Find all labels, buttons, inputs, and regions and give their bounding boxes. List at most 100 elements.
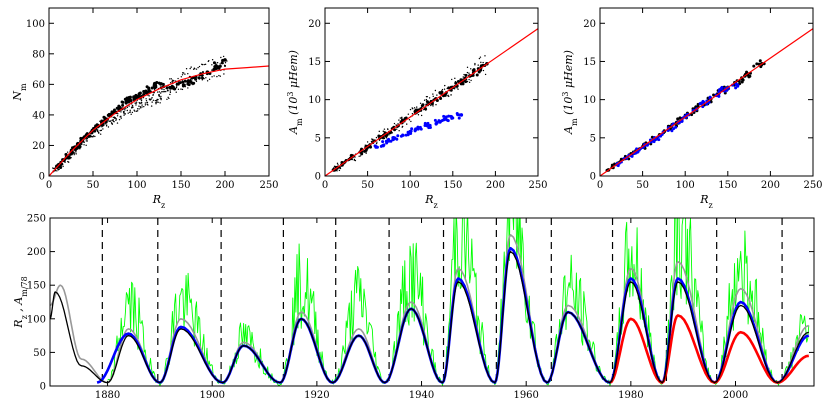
y-axis-label: Nm bbox=[11, 83, 28, 102]
scatter-point bbox=[131, 111, 134, 114]
scatter-point bbox=[475, 73, 479, 77]
axis-label-part: (10 bbox=[562, 97, 575, 119]
scatter-point bbox=[224, 65, 226, 68]
y-tick-label: 150 bbox=[27, 281, 46, 292]
scatter-point bbox=[423, 107, 427, 111]
scatter-point bbox=[144, 90, 148, 94]
x-tick-label: 1920 bbox=[304, 390, 329, 401]
y-tick-label: 100 bbox=[27, 314, 46, 325]
scatter-point bbox=[204, 63, 207, 66]
scatter-point bbox=[382, 130, 384, 132]
scatter-point bbox=[136, 108, 139, 110]
scatter-point bbox=[144, 102, 147, 104]
scatter-point bbox=[396, 128, 398, 130]
scatter-point bbox=[193, 67, 196, 70]
scatter-point bbox=[690, 113, 694, 117]
scatter-point bbox=[116, 122, 119, 124]
scatter-point bbox=[125, 107, 127, 109]
scatter-point bbox=[148, 95, 150, 97]
scatter-point bbox=[468, 78, 470, 81]
scatter-point bbox=[91, 135, 93, 138]
y-tick-label: 100 bbox=[26, 19, 45, 30]
plot-frame bbox=[599, 7, 814, 177]
y-tick-label: 5 bbox=[315, 133, 321, 144]
scatter-point bbox=[393, 122, 396, 125]
scatter-point bbox=[447, 94, 449, 97]
scatter-point bbox=[416, 125, 420, 129]
axis-label-part: R bbox=[424, 193, 433, 206]
scatter-point bbox=[175, 86, 178, 89]
scatter-point bbox=[471, 68, 475, 72]
scatter-point bbox=[474, 64, 476, 66]
scatter-point bbox=[99, 129, 101, 132]
x-axis-label: Rz bbox=[152, 193, 166, 210]
x-tick-label: 250 bbox=[528, 180, 547, 191]
scatter-point bbox=[430, 102, 434, 106]
scatter-point bbox=[139, 106, 142, 108]
scatter-point bbox=[128, 105, 130, 107]
scatter-point bbox=[200, 76, 204, 80]
scatter-point bbox=[150, 86, 154, 90]
scatter-point bbox=[185, 68, 188, 70]
scatter-point bbox=[425, 123, 430, 128]
axis-label-part: 3 bbox=[561, 92, 570, 97]
scatter-point bbox=[195, 80, 198, 83]
scatter-point bbox=[218, 74, 220, 77]
scatter-point bbox=[112, 108, 116, 112]
scatter-point bbox=[181, 74, 184, 76]
scatter-point bbox=[156, 91, 159, 93]
scatter-point bbox=[130, 113, 132, 116]
scatter-point bbox=[389, 139, 393, 143]
scatter-point bbox=[409, 108, 412, 111]
scatter-point bbox=[206, 80, 209, 82]
scatter-point bbox=[145, 98, 147, 100]
scatter-point bbox=[477, 64, 479, 66]
scatter-point bbox=[145, 100, 148, 102]
scatter-point bbox=[401, 126, 403, 128]
scatter-point bbox=[398, 119, 400, 121]
scatter-point bbox=[154, 99, 157, 102]
scatter-point bbox=[67, 160, 69, 163]
scatter-point bbox=[457, 116, 461, 120]
scatter-point bbox=[175, 82, 179, 86]
axis-label-part: z bbox=[161, 201, 165, 210]
axis-label-part: (10 bbox=[287, 97, 300, 119]
scatter-point bbox=[110, 120, 112, 122]
scatter-point bbox=[366, 141, 369, 143]
y-tick-label: 10 bbox=[308, 95, 321, 106]
y-tick-label: 0 bbox=[40, 382, 46, 393]
scatter-point bbox=[423, 121, 427, 125]
scatter-point bbox=[414, 128, 418, 132]
scatter-point bbox=[166, 98, 168, 101]
y-tick-label: 40 bbox=[32, 110, 45, 121]
scatter-point bbox=[88, 134, 92, 138]
scatter-point bbox=[363, 146, 366, 148]
scatter-point bbox=[56, 170, 58, 172]
scatter-point bbox=[454, 77, 456, 80]
scatter-point bbox=[381, 144, 385, 148]
scatter-point bbox=[444, 84, 446, 87]
scatter-point bbox=[412, 108, 414, 110]
scatter-point bbox=[146, 101, 149, 104]
scatter-point bbox=[432, 105, 434, 107]
y-tick-label: 200 bbox=[27, 247, 46, 258]
scatter-point bbox=[446, 119, 450, 123]
scatter-point bbox=[177, 88, 180, 90]
series-line bbox=[325, 28, 538, 176]
scatter-point bbox=[375, 142, 378, 145]
x-tick-label: 100 bbox=[401, 180, 420, 191]
scatter-point bbox=[159, 82, 163, 86]
scatter-point bbox=[456, 79, 460, 83]
scatter-point bbox=[420, 114, 423, 117]
scatter-point bbox=[360, 152, 364, 156]
scatter-point bbox=[432, 95, 434, 98]
scatter-point bbox=[137, 92, 141, 96]
scatter-point bbox=[170, 78, 172, 80]
scatter-point bbox=[157, 98, 159, 101]
scatter-point bbox=[712, 93, 716, 97]
scatter-point bbox=[159, 102, 161, 104]
x-tick-label: 250 bbox=[803, 180, 822, 191]
scatter-point bbox=[118, 118, 121, 121]
scatter-point bbox=[189, 67, 191, 70]
scatter-point bbox=[166, 89, 169, 92]
